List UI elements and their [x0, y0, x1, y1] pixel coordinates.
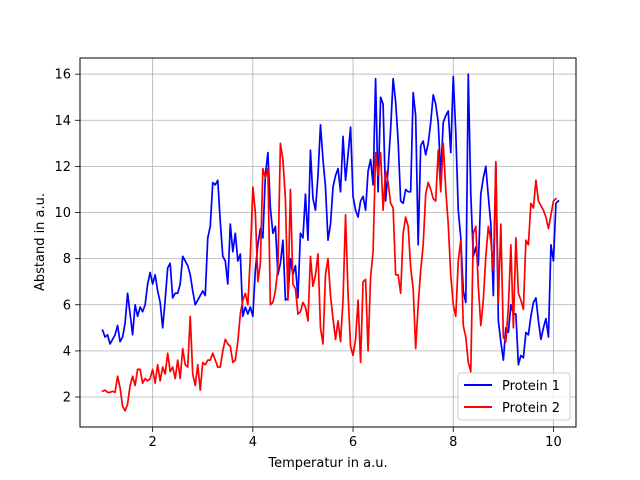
- y-tick-label: 6: [63, 298, 71, 313]
- axis-ticks: 2 4 6 8 10 2 4 6 8 10 12 14 16: [54, 68, 561, 450]
- y-tick-label: 14: [54, 114, 71, 129]
- y-tick-label: 10: [54, 206, 71, 221]
- plot-frame: [79, 57, 577, 428]
- x-tick-label: 2: [149, 435, 157, 450]
- legend-label-protein-1: Protein 1: [502, 379, 560, 394]
- y-tick-label: 2: [63, 391, 71, 406]
- legend-label-protein-2: Protein 2: [502, 401, 560, 416]
- x-tick-label: 6: [349, 435, 357, 450]
- y-tick-label: 12: [54, 160, 71, 175]
- y-tick-label: 16: [54, 68, 71, 83]
- x-tick-label: 8: [449, 435, 457, 450]
- x-tick-label: 10: [545, 435, 562, 450]
- series-line-protein-2: [101, 142, 558, 412]
- series-line-protein-1: [101, 73, 560, 366]
- series-lines: [101, 73, 560, 412]
- y-tick-label: 4: [63, 344, 71, 359]
- legend: Protein 1 Protein 2: [457, 372, 571, 421]
- x-tick-label: 4: [249, 435, 257, 450]
- grid-lines: [80, 58, 576, 427]
- x-axis-label: Temperatur in a.u.: [267, 456, 387, 471]
- y-axis-label: Abstand in a.u.: [33, 193, 48, 291]
- y-tick-label: 8: [63, 252, 71, 267]
